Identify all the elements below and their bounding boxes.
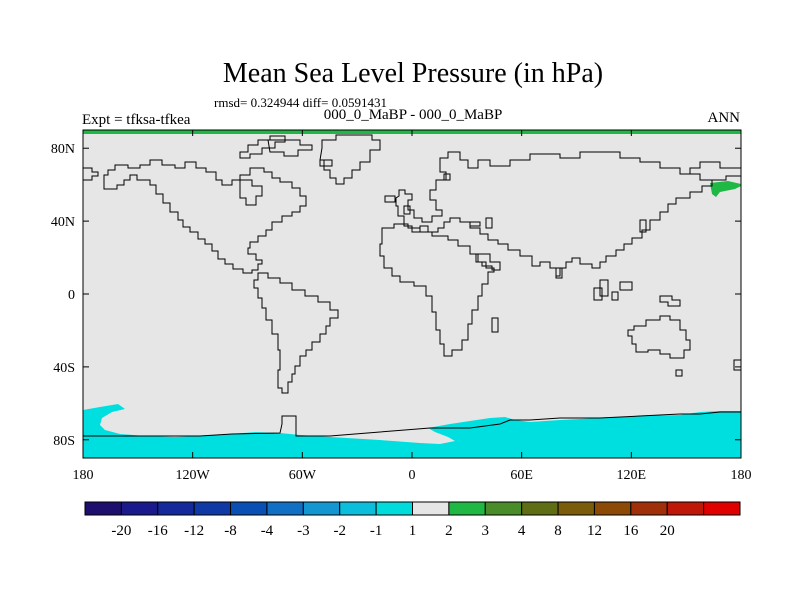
colorbar-label-0: -20 xyxy=(111,523,131,539)
map-plot-area xyxy=(82,129,742,459)
season-label: ANN xyxy=(708,110,741,126)
colorbar-label-7: -1 xyxy=(370,523,383,539)
period-label: 000_0_MaBP - 000_0_MaBP xyxy=(324,107,503,123)
coastline-se-asia xyxy=(599,279,609,297)
coastline-east-siberia xyxy=(680,161,742,181)
colorbar-label-6: -2 xyxy=(333,523,346,539)
x-tick-label-4: 60E xyxy=(510,468,533,483)
coastline-island-b xyxy=(319,159,333,167)
colorbar-swatch-14 xyxy=(593,501,632,516)
coastlines xyxy=(83,134,742,437)
x-tick-label-2: 60W xyxy=(289,468,317,483)
colorbar-label-2: -12 xyxy=(184,523,204,539)
x-axis: 180 120W 60W 0 60E 120E 180 xyxy=(73,130,752,483)
colorbar-swatch-17 xyxy=(703,501,741,516)
colorbar-swatch-11 xyxy=(484,501,523,516)
kamchatka-region xyxy=(710,181,741,197)
chart-title: Mean Sea Level Pressure (in hPa) xyxy=(223,58,603,89)
colorbar-label-11: 4 xyxy=(518,523,526,539)
x-tick-label-1: 120W xyxy=(176,468,211,483)
coastline-antarctica xyxy=(83,411,741,437)
colorbar-swatch-16 xyxy=(666,501,705,516)
experiment-label: Expt = tfksa-tfkea xyxy=(82,112,191,128)
coastline-scandinavia xyxy=(443,173,451,181)
y-axis: 80N 40N 0 40S 80S xyxy=(51,142,741,449)
coastline-arabia xyxy=(475,253,501,271)
colorbar-swatch-12 xyxy=(521,501,559,516)
coastline-alaska-west xyxy=(83,167,99,181)
y-tick-label-1: 40N xyxy=(51,215,75,230)
colorbar-swatch-3 xyxy=(193,501,232,516)
colorbar-label-12: 8 xyxy=(554,523,562,539)
antarctic-coast-region xyxy=(83,404,741,458)
coastline-madagascar xyxy=(491,317,499,333)
y-tick-label-2: 0 xyxy=(68,288,75,303)
colorbar: -20 -16 -12 -8 -4 -3 -2 -1 1 2 3 4 8 12 16 20 xyxy=(84,501,741,539)
coastline-black-sea xyxy=(469,221,481,227)
colorbar-label-15: 20 xyxy=(660,523,675,539)
y-tick-label-3: 40S xyxy=(53,361,75,376)
coastline-new-guinea xyxy=(659,295,681,307)
colorbar-swatch-6 xyxy=(302,501,341,516)
stats-label: rmsd= 0.324944 diff= 0.0591431 xyxy=(214,95,387,110)
coastline-uk xyxy=(403,205,411,215)
colorbar-label-4: -4 xyxy=(261,523,274,539)
coastline-india xyxy=(555,267,563,279)
coastline-philippines xyxy=(611,291,619,301)
coastline-australia xyxy=(627,315,691,359)
coastline-japan xyxy=(639,219,647,233)
coastline-hudson-bay xyxy=(239,179,263,206)
colorbar-label-3: -8 xyxy=(224,523,237,539)
coastline-sumatra xyxy=(619,281,633,291)
y-tick-label-4: 80S xyxy=(53,434,75,449)
coastline-tasmania xyxy=(675,369,683,377)
colorbar-swatch-0 xyxy=(84,501,122,516)
colorbar-swatch-4 xyxy=(230,501,268,516)
coastline-iceland xyxy=(384,195,396,203)
x-tick-label-6: 180 xyxy=(731,468,752,483)
colorbar-label-8: 1 xyxy=(409,523,417,539)
colorbar-swatch-13 xyxy=(557,501,595,516)
coastline-caspian xyxy=(485,217,493,229)
coastline-africa xyxy=(379,223,495,357)
colorbar-swatch-15 xyxy=(630,501,668,516)
colorbar-swatch-5 xyxy=(266,501,304,516)
colorbar-label-10: 3 xyxy=(482,523,490,539)
colorbar-label-9: 2 xyxy=(445,523,453,539)
colorbar-label-14: 16 xyxy=(623,523,639,539)
coastline-canadian-islands xyxy=(239,135,286,159)
coastline-greenland xyxy=(319,134,381,185)
colorbar-swatch-2 xyxy=(157,501,195,516)
x-tick-label-3: 0 xyxy=(409,468,416,483)
colorbar-swatch-1 xyxy=(120,501,159,516)
colorbar-swatch-7 xyxy=(339,501,377,516)
coastline-island-a xyxy=(267,139,313,157)
field-background xyxy=(83,130,741,458)
colorbar-label-1: -16 xyxy=(148,523,168,539)
x-tick-label-5: 120E xyxy=(617,468,647,483)
colorbar-swatch-8 xyxy=(375,501,414,516)
colorbar-label-5: -3 xyxy=(297,523,310,539)
x-tick-label-0: 180 xyxy=(73,468,94,483)
coastline-north-america xyxy=(103,159,307,274)
colorbar-label-13: 12 xyxy=(587,523,602,539)
y-tick-label-0: 80N xyxy=(51,142,75,157)
coastline-borneo xyxy=(593,287,603,301)
colorbar-swatch-10 xyxy=(448,501,486,516)
colorbar-swatch-9 xyxy=(412,501,450,516)
coastline-south-america xyxy=(253,272,339,394)
